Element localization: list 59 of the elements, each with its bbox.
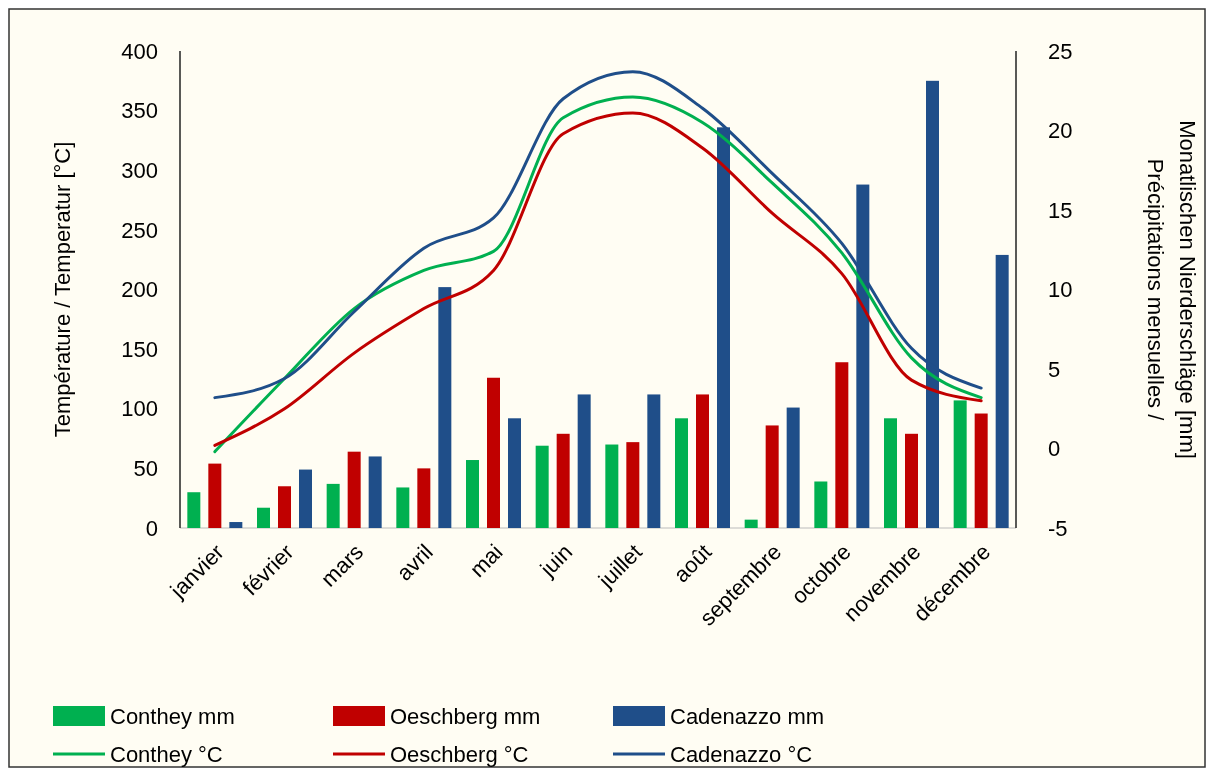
bar bbox=[278, 486, 291, 528]
legend-label: Cadenazzo °C bbox=[670, 741, 813, 767]
y-tick-label: 350 bbox=[121, 98, 158, 124]
bar bbox=[953, 400, 967, 528]
y-tick-label: 300 bbox=[121, 157, 158, 183]
legend-label: Oeschberg mm bbox=[390, 703, 541, 729]
bar bbox=[187, 492, 201, 528]
bar bbox=[208, 463, 222, 528]
y2-tick-label: 0 bbox=[1048, 436, 1061, 462]
bar bbox=[905, 433, 918, 528]
bar bbox=[974, 413, 988, 528]
bar bbox=[229, 522, 243, 528]
y-tick-label: 0 bbox=[145, 515, 158, 541]
y-axis-title: Température / Temperatur [°C] bbox=[50, 141, 75, 438]
bar bbox=[326, 483, 340, 528]
bar bbox=[417, 468, 431, 528]
y2-tick-label: 10 bbox=[1048, 277, 1073, 303]
y-tick-label: 150 bbox=[121, 336, 158, 362]
x-tick-label: juin bbox=[534, 539, 578, 582]
y2-axis-title: Précipitations mensuelles / Monatlischen Nierderschläge [mm] bbox=[1143, 120, 1200, 459]
bar bbox=[466, 460, 479, 528]
bar bbox=[605, 444, 619, 528]
legend-label: Conthey mm bbox=[110, 703, 235, 729]
bar bbox=[257, 507, 270, 528]
y-tick-label: 250 bbox=[121, 217, 158, 243]
bar bbox=[508, 418, 521, 528]
bar bbox=[786, 407, 800, 528]
bar bbox=[884, 418, 897, 528]
y-tick-label: 50 bbox=[133, 456, 158, 482]
bar bbox=[396, 487, 410, 528]
bar bbox=[347, 451, 361, 528]
y2-tick-label: 5 bbox=[1048, 356, 1061, 382]
bar bbox=[995, 254, 1009, 528]
y2-tick-label: -5 bbox=[1048, 515, 1068, 541]
y2-tick-label: 25 bbox=[1048, 38, 1073, 64]
x-tick-label: mai bbox=[464, 539, 508, 583]
y-tick-label: 100 bbox=[121, 396, 158, 422]
y2-tick-label: 15 bbox=[1048, 197, 1073, 223]
legend-label: Oeschberg °C bbox=[390, 741, 529, 767]
bar bbox=[744, 519, 758, 528]
bar bbox=[765, 425, 779, 528]
y-tick-label: 400 bbox=[121, 38, 158, 64]
legend-label: Cadenazzo mm bbox=[670, 703, 825, 729]
bar bbox=[577, 394, 591, 528]
bar bbox=[487, 377, 500, 528]
bar bbox=[368, 456, 382, 528]
bar bbox=[814, 481, 828, 528]
y-tick-label: 200 bbox=[121, 277, 158, 303]
bar bbox=[675, 418, 688, 528]
legend-label: Conthey °C bbox=[110, 741, 223, 767]
bar bbox=[835, 362, 849, 528]
bar bbox=[626, 442, 640, 528]
bar bbox=[299, 469, 312, 528]
y2-tick-label: 20 bbox=[1048, 118, 1073, 144]
bar bbox=[535, 445, 549, 528]
bar bbox=[647, 394, 661, 528]
bar bbox=[556, 433, 570, 528]
bar bbox=[696, 394, 709, 528]
bar bbox=[438, 287, 452, 528]
